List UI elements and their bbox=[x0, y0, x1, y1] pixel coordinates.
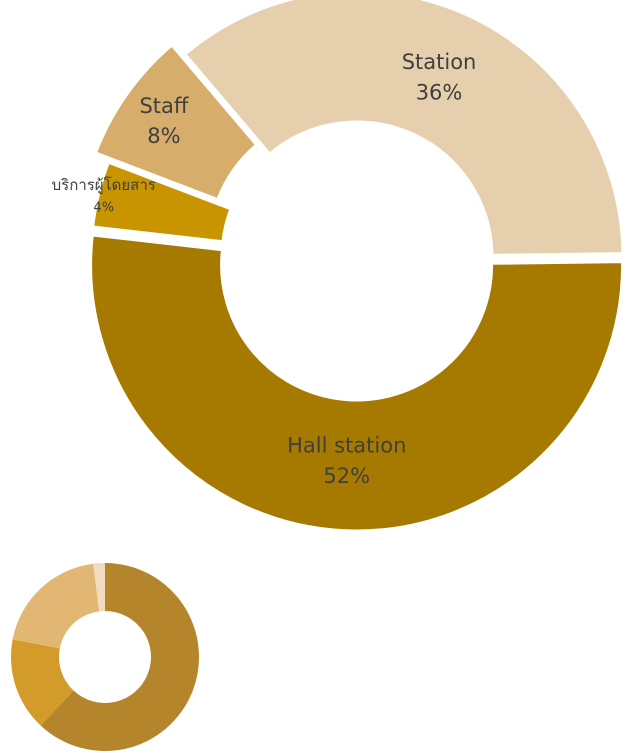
slice-staff bbox=[93, 42, 259, 202]
slice-label-station: Station bbox=[402, 50, 477, 74]
slice-value-staff: 8% bbox=[147, 124, 180, 148]
slice-label-staff: Staff bbox=[139, 94, 188, 118]
slice-hall-station bbox=[89, 233, 625, 533]
slice-value-station: 36% bbox=[416, 81, 463, 105]
slice-station bbox=[182, 0, 625, 257]
slice-label-hall-station: Hall station bbox=[287, 434, 406, 458]
thumbnail-slice-4 bbox=[93, 563, 105, 612]
slice-label-slice-1: บริการผู้โดยสาร bbox=[52, 176, 156, 194]
thumbnail-slice-3 bbox=[12, 563, 100, 649]
slice-value-hall-station: 52% bbox=[323, 464, 370, 488]
donut-chart-main: Hall station 52% บริการผู้โดยสาร 4% Staff 8% S… bbox=[52, 0, 625, 533]
thumbnail-slice-2 bbox=[10, 639, 74, 726]
thumbnail-slice-1 bbox=[40, 563, 199, 752]
slice-value-slice-1: 4% bbox=[93, 201, 114, 216]
slice-slice-1 bbox=[91, 160, 233, 244]
